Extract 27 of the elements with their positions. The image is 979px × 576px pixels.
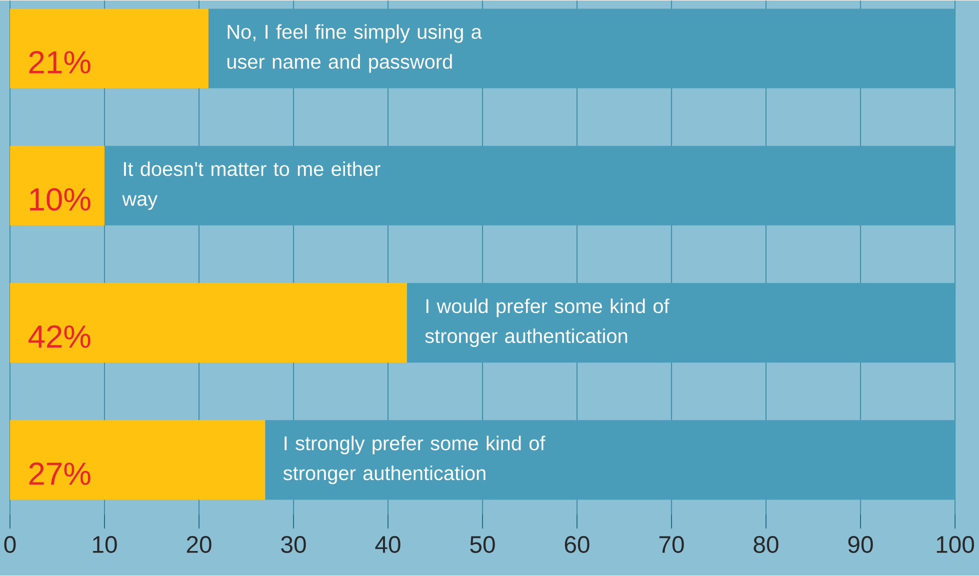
bar <box>208 8 956 89</box>
x-tick-label: 10 <box>93 536 117 554</box>
x-tick-label: 70 <box>659 536 684 554</box>
y-tick-label: I would prefer some kind of stronger authentication <box>425 298 670 348</box>
bar <box>10 8 208 89</box>
x-tick-label: 60 <box>564 536 590 554</box>
x-tick-label: 40 <box>375 536 400 554</box>
bar <box>406 283 956 363</box>
bar <box>104 146 956 226</box>
x-tick-label: 20 <box>186 536 212 554</box>
x-tick-label: 100 <box>936 536 974 554</box>
bar <box>10 146 104 226</box>
bar <box>265 420 956 500</box>
x-tick-label: 30 <box>281 536 306 554</box>
data-label: 10% <box>30 188 90 211</box>
y-tick-label: No, I feel fine simply using a user name and password <box>227 24 482 73</box>
bar <box>10 283 407 363</box>
data-label: 21% <box>29 51 90 74</box>
x-tick-label: 80 <box>754 536 778 554</box>
data-label: 42% <box>28 326 90 348</box>
y-tick-label: I strongly prefer some kind of stronger authentication <box>283 436 546 484</box>
x-tick-label: 90 <box>848 536 873 554</box>
bar <box>10 420 266 500</box>
y-tick-label: It doesn't matter to me either way <box>122 162 380 210</box>
x-tick-label: 0 <box>4 536 16 554</box>
data-label: 27% <box>29 462 90 486</box>
x-tick-label: 50 <box>470 536 495 554</box>
